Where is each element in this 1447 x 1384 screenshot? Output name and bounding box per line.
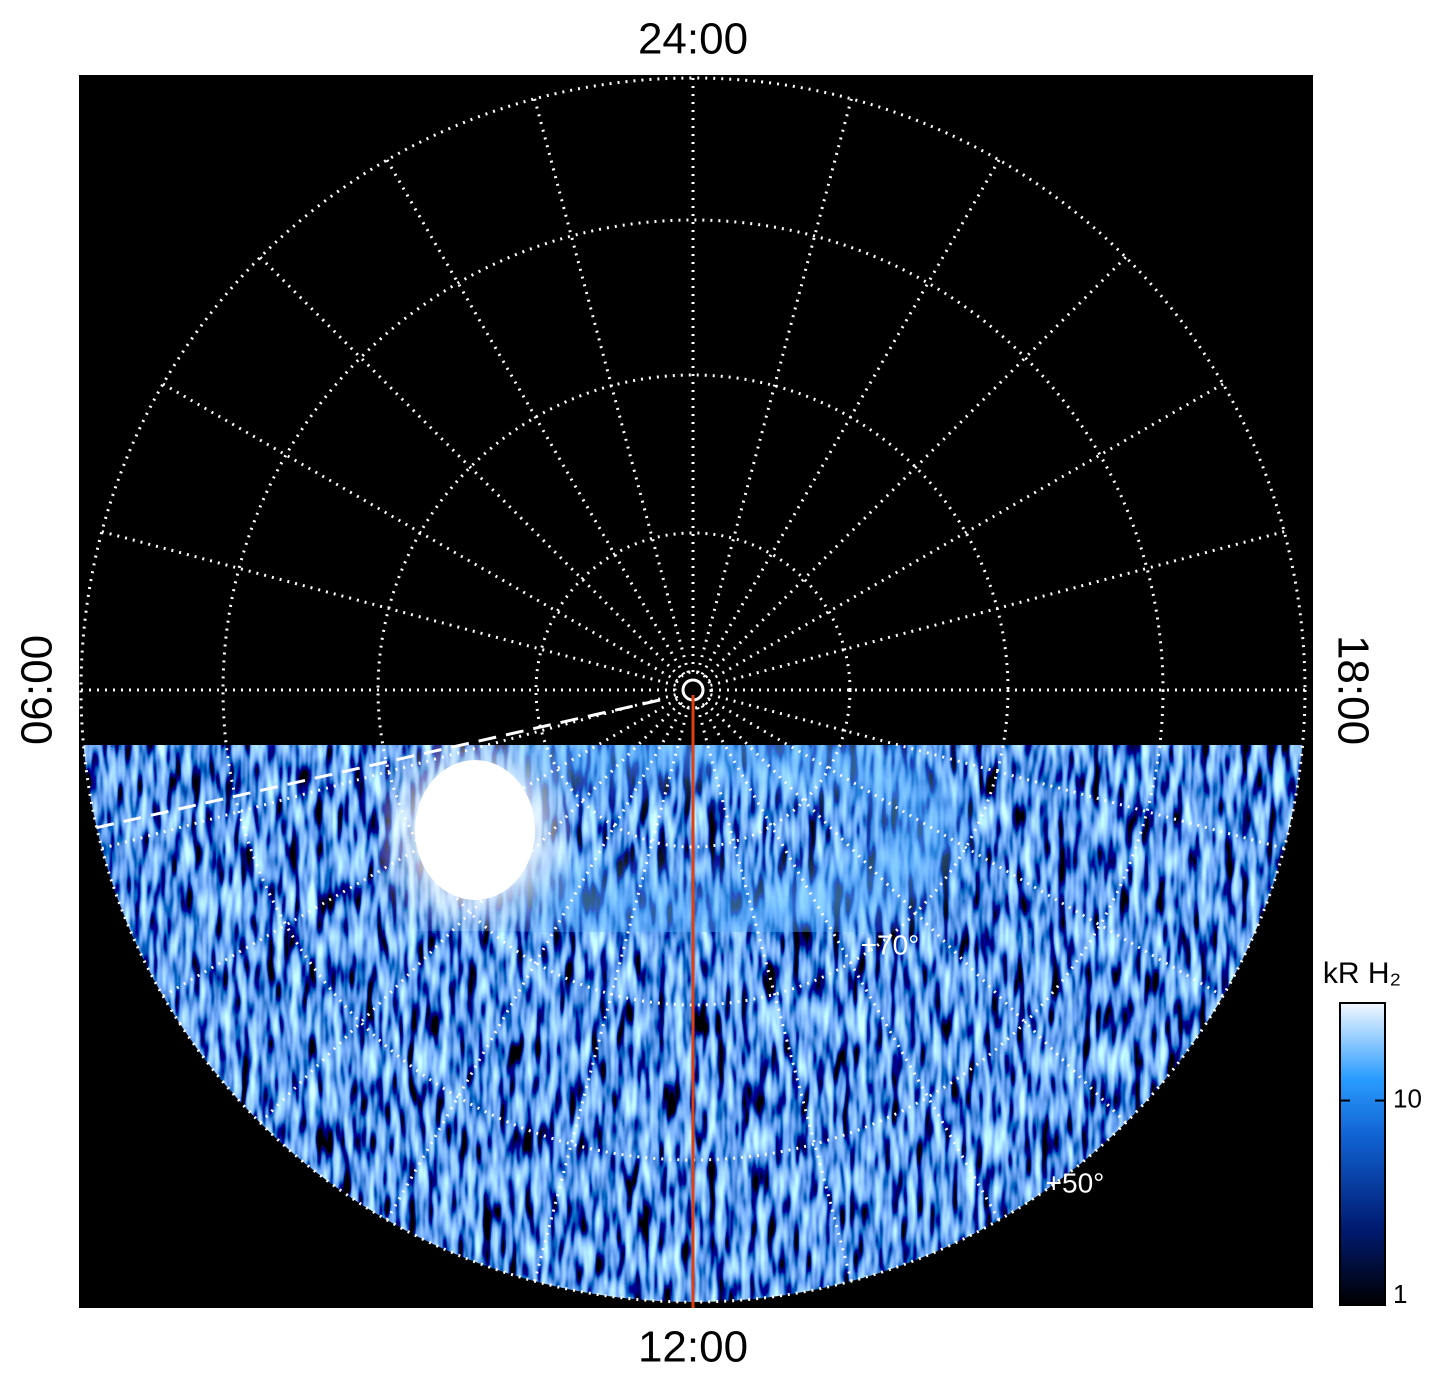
meridian [707, 697, 1224, 998]
meridian [704, 701, 1127, 1124]
meridian [101, 693, 677, 850]
colorbar-tick-label: 1 [1393, 1279, 1407, 1309]
meridian [162, 697, 679, 998]
meridian [709, 530, 1285, 687]
meridian [385, 159, 686, 676]
meridian [696, 706, 853, 1282]
meridian [704, 256, 1127, 679]
dashed-track [94, 698, 661, 830]
colorbar [1339, 1002, 1386, 1306]
meridian [259, 256, 682, 679]
meridian [259, 701, 682, 1124]
meridian [700, 704, 1001, 1221]
colorbar-tick-label: 10 [1393, 1083, 1422, 1113]
meridian [709, 693, 1285, 850]
latitude-circle [221, 218, 1165, 1162]
meridian [533, 706, 690, 1282]
colorbar-label: kR H₂ [1323, 957, 1401, 990]
meridian [696, 98, 853, 674]
meridian [162, 382, 679, 683]
time-label: 12:00 [638, 1323, 748, 1372]
time-label: 24:00 [638, 15, 748, 64]
meridian [533, 98, 690, 674]
meridian [700, 159, 1001, 676]
meridian [385, 704, 686, 1221]
meridian [101, 530, 677, 687]
latitude-label: +50° [1046, 1167, 1105, 1198]
time-label: 06:00 [13, 635, 62, 745]
time-label: 18:00 [1328, 635, 1377, 745]
latitude-label: +70° [861, 929, 920, 960]
meridian [707, 382, 1224, 683]
latitude-circle [534, 531, 852, 849]
